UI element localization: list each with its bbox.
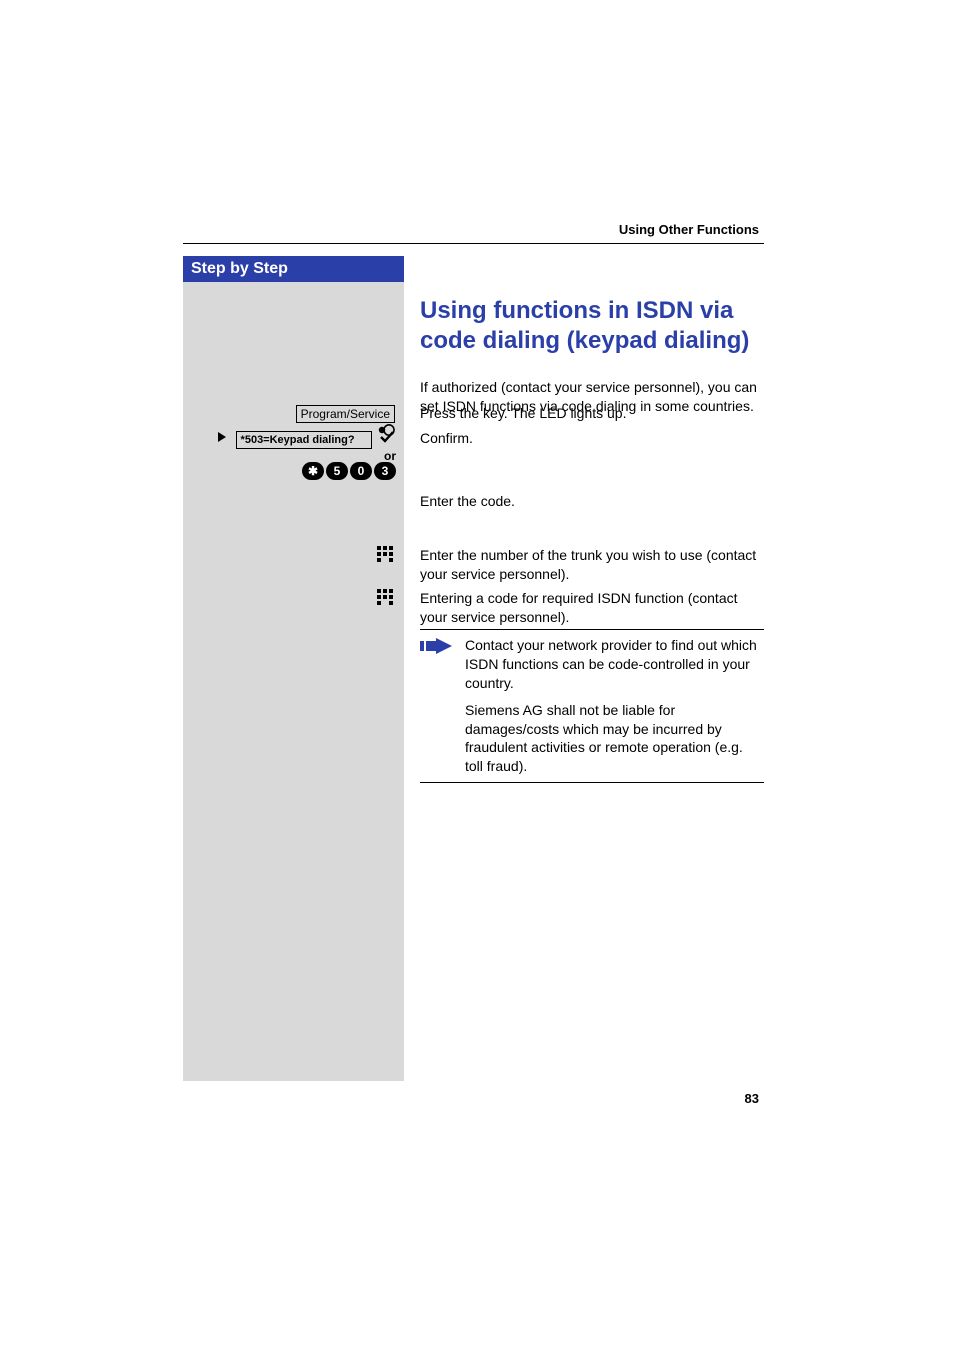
program-service-label: Program/Service — [296, 405, 395, 423]
note-paragraph-2: Siemens AG shall not be liable for damag… — [465, 701, 764, 777]
arrow-right-icon — [216, 430, 228, 449]
section-header: Using Other Functions — [619, 222, 759, 237]
note-block: Contact your network provider to find ou… — [420, 629, 764, 783]
header-rule — [183, 243, 764, 244]
confirm-menu-option: *503=Keypad dialing? — [236, 431, 372, 449]
code-key-3: 3 — [374, 462, 396, 480]
enter-code-text: Enter the code. — [420, 493, 764, 509]
keypad-icon — [376, 545, 396, 570]
isdn-code-text: Entering a code for required ISDN functi… — [420, 589, 764, 627]
page-title: Using functions in ISDN via code dialing… — [420, 296, 764, 356]
code-pills: ✱ 5 0 3 — [210, 462, 396, 480]
sidebar-title: Step by Step — [183, 256, 404, 282]
note-arrow-icon — [420, 638, 454, 659]
code-key-5: 5 — [326, 462, 348, 480]
page-number: 83 — [745, 1091, 759, 1106]
check-icon — [379, 430, 395, 449]
note-paragraph-1: Contact your network provider to find ou… — [465, 636, 764, 693]
trunk-text: Enter the number of the trunk you wish t… — [420, 546, 764, 584]
or-label: or — [210, 449, 396, 463]
step-confirm: *503=Keypad dialing? — [210, 430, 395, 449]
code-key-0: 0 — [350, 462, 372, 480]
code-key-star: ✱ — [302, 462, 324, 480]
confirm-text: Confirm. — [420, 430, 764, 446]
press-key-text: Press the key. The LED lights up. — [420, 405, 764, 421]
keypad-icon — [376, 588, 396, 613]
sidebar — [183, 257, 404, 1081]
